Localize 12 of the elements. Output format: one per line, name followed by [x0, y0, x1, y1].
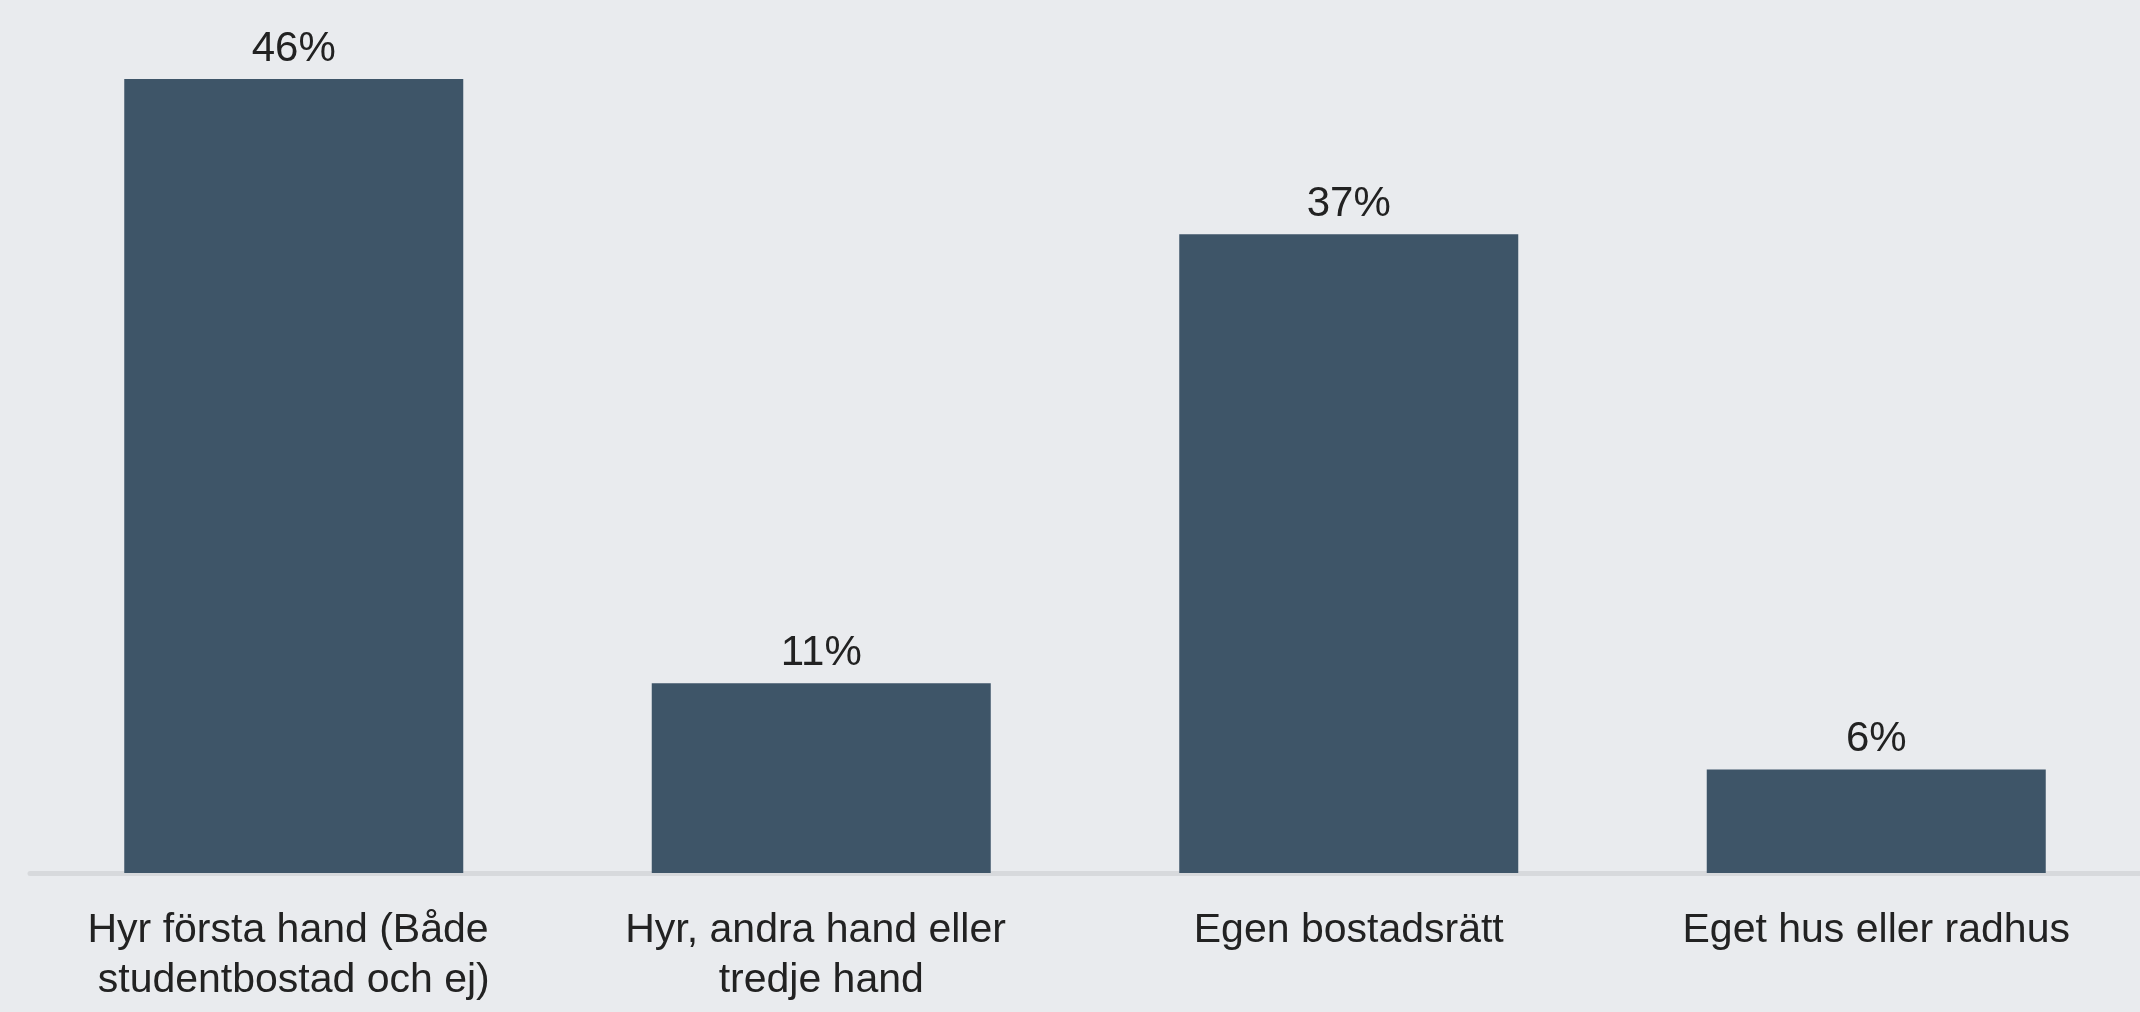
x-tick-label: Egen bostadsrätt — [1193, 905, 1505, 951]
x-tick-label: Hyr första hand (Både studentbostad och ej) — [87, 905, 500, 1001]
data-label: 11% — [780, 626, 862, 674]
bar — [124, 79, 464, 873]
x-tick-label: Hyr, andra hand eller tredje hand — [625, 905, 1018, 1001]
bar — [651, 683, 991, 873]
data-label: 37% — [1306, 177, 1391, 225]
data-label: 46% — [251, 22, 336, 70]
x-tick-label: Eget hus eller radhus — [1682, 905, 2070, 951]
bar — [1179, 234, 1519, 873]
data-label: 6% — [1845, 712, 1907, 760]
bar — [1706, 769, 2046, 873]
